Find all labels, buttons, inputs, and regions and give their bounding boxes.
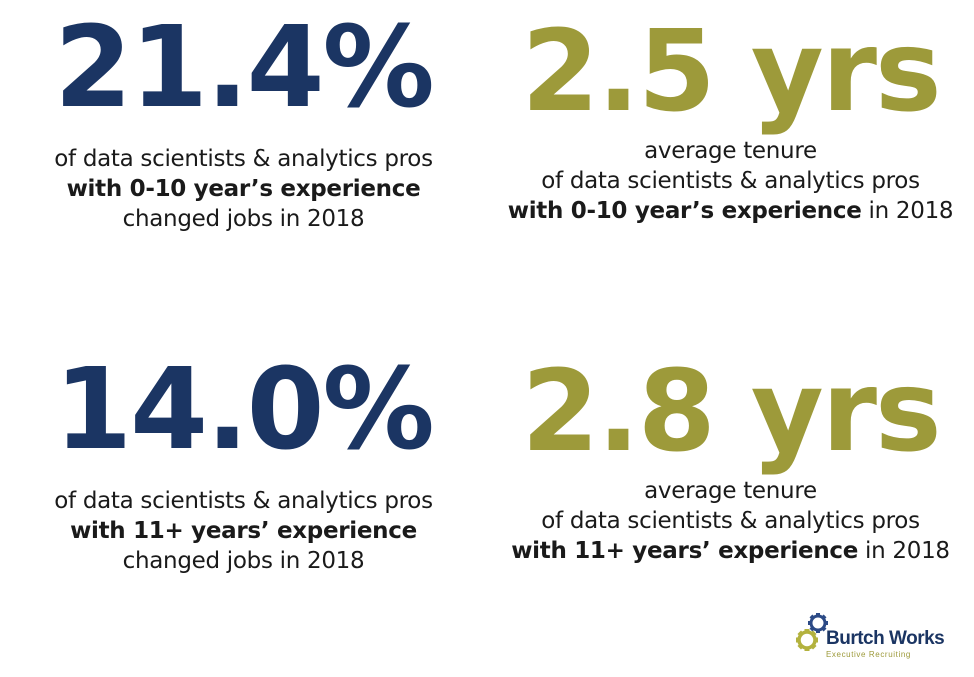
desc-line: with 0-10 year’s experience in 2018 [487,196,974,226]
burtch-works-logo: Burtch Works Executive Recruiting [796,612,966,668]
stat-description: of data scientists & analytics pros with… [0,486,487,576]
desc-line-bold: with 11+ years’ experience [70,518,417,544]
logo-name: Burtch Works [826,628,945,649]
stat-value: 2.8 yrs [521,347,941,477]
stat-description: of data scientists & analytics pros with… [0,144,487,234]
desc-line: changed jobs in 2018 [122,206,365,232]
desc-line: average tenure [644,478,817,504]
desc-rest: in 2018 [861,198,954,224]
desc-line: of data scientists & analytics pros [541,508,920,534]
desc-line: of data scientists & analytics pros [54,488,433,514]
stat-tenure-11-plus-years: 2.8 yrs average tenure of data scientist… [487,340,974,566]
desc-line: of data scientists & analytics pros [54,146,433,172]
stat-tenure-0-10-years: 2.5 yrs average tenure of data scientist… [487,0,974,226]
desc-line: changed jobs in 2018 [122,548,365,574]
desc-line-bold: with 0-10 year’s experience [66,176,421,202]
desc-rest: in 2018 [858,538,950,564]
desc-line: of data scientists & analytics pros [541,168,920,194]
stat-job-change-11-plus-years: 14.0% of data scientists & analytics pro… [0,340,487,576]
gears-icon [796,613,828,651]
stat-description: average tenure of data scientists & anal… [487,136,974,226]
stat-value: 21.4% [54,3,435,133]
desc-line: average tenure [644,138,817,164]
desc-bold: with 11+ years’ experience [511,538,859,564]
stat-value: 14.0% [54,345,435,475]
stat-description: average tenure of data scientists & anal… [487,476,974,566]
stat-value: 2.5 yrs [521,7,941,137]
logo-tagline: Executive Recruiting [826,650,911,659]
desc-bold: with 0-10 year’s experience [507,198,862,224]
stat-job-change-0-10-years: 21.4% of data scientists & analytics pro… [0,0,487,234]
desc-line: with 11+ years’ experience in 2018 [487,536,974,566]
